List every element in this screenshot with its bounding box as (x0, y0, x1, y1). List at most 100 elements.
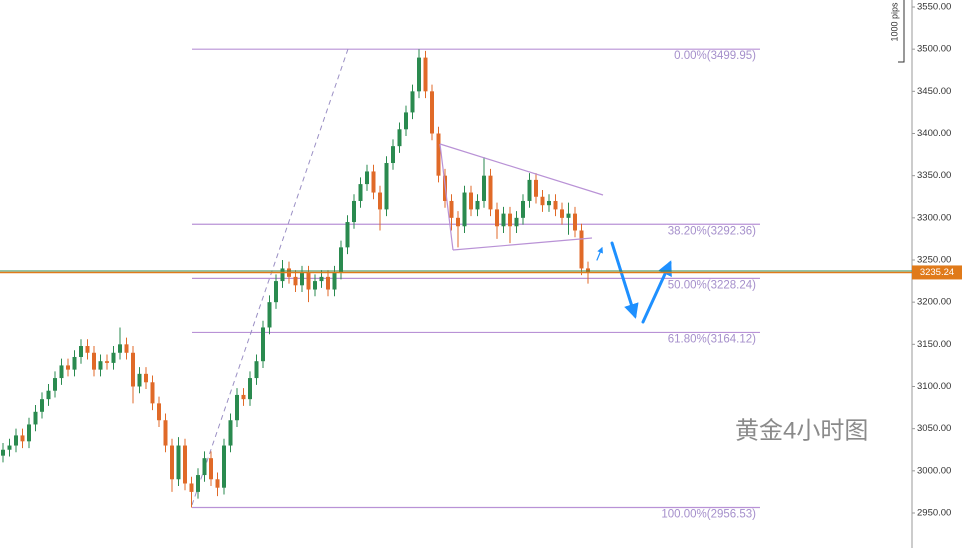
candle-body (189, 483, 194, 492)
candle-body (215, 479, 220, 488)
candle-body (241, 394, 246, 400)
candle-body (579, 230, 584, 269)
candle-body (306, 272, 311, 290)
candle-body (111, 352, 116, 363)
candle-body (79, 346, 83, 357)
candle-body (98, 361, 103, 370)
candle-body (501, 213, 506, 227)
candle-body (339, 247, 343, 273)
y-tick-label: 3050.00 (917, 423, 951, 434)
candle-body (391, 146, 395, 164)
candle-body (553, 200, 558, 210)
candle-body (352, 200, 356, 223)
candle-body (371, 171, 376, 193)
y-tick-label: 3300.00 (917, 212, 951, 223)
candle-body (495, 209, 499, 227)
candle-body (209, 458, 213, 480)
candle-body (534, 179, 538, 197)
candle-body (326, 276, 330, 290)
candle-body (33, 411, 38, 425)
candle-body (514, 217, 519, 227)
candle-body (573, 213, 577, 231)
candle-body (170, 445, 174, 480)
candle-body (319, 276, 324, 282)
annotation: 黄金4小时图 (735, 417, 868, 444)
candle-body (488, 175, 493, 210)
y-tick-label: 3150.00 (917, 339, 951, 350)
candle-body (254, 361, 259, 379)
candle-body (137, 373, 142, 387)
y-tick-label: 3550.00 (917, 2, 951, 13)
y-tick-label: 3450.00 (917, 86, 951, 97)
candle-body (40, 399, 44, 412)
fib-label: 61.80%(3164.12) (668, 333, 756, 345)
scale-bracket (898, 0, 905, 63)
candle-body (547, 200, 551, 206)
last-price-box (912, 265, 962, 280)
candle-body (53, 378, 57, 391)
candle-body (157, 403, 161, 421)
candle-body (462, 192, 467, 227)
candle-body (235, 394, 239, 421)
candle-body (228, 420, 233, 446)
forecast-arrows (596, 241, 672, 324)
candle-body (92, 352, 96, 370)
candle-body (20, 435, 25, 442)
candle-body (332, 272, 337, 290)
candle-body (1, 449, 5, 456)
fib-label: 100.00%(2956.53) (661, 509, 756, 521)
candle-body (449, 200, 454, 218)
candle-body (144, 373, 148, 383)
candle-body (423, 57, 428, 92)
scale-label: 1000 pips (889, 2, 899, 42)
candle-body (482, 175, 486, 201)
candle-body (14, 435, 18, 446)
candle-body (183, 445, 187, 484)
candle-body (469, 192, 473, 210)
y-tick-label: 3000.00 (917, 465, 951, 476)
candle-body (118, 344, 122, 353)
y-tick-label: 3400.00 (917, 128, 951, 139)
candle-body (508, 213, 512, 227)
candle-body (384, 163, 389, 210)
candle-body (293, 276, 298, 286)
candle-body (176, 445, 181, 480)
candle-body (566, 213, 571, 218)
candle-body (397, 129, 402, 147)
candle-body (280, 268, 285, 282)
candle-body (378, 192, 382, 210)
candle-body (313, 281, 317, 290)
candle-body (365, 171, 369, 185)
candle-body (202, 458, 207, 476)
candle-body (163, 420, 168, 446)
candle-body (586, 268, 590, 273)
candle-body (300, 272, 304, 286)
candle-body (196, 475, 200, 492)
candle-body (436, 133, 441, 176)
candle-body (267, 302, 272, 328)
candle-body (46, 390, 51, 400)
candle-body (66, 365, 70, 370)
candle-body (358, 184, 363, 201)
candle-body (345, 222, 350, 248)
candle-body (248, 378, 252, 400)
candle-body (105, 361, 109, 363)
candle-body (274, 281, 278, 303)
candle-body (430, 91, 434, 134)
candle-body (261, 327, 265, 362)
last-price-label: 3235.24 (920, 267, 954, 278)
candle-body (131, 352, 135, 387)
y-tick-label: 3350.00 (917, 170, 951, 181)
y-tick-label: 3100.00 (917, 381, 951, 392)
candle-body (404, 112, 408, 130)
candle-body (27, 424, 31, 442)
y-tick-label: 2950.00 (917, 508, 951, 519)
candle-body (124, 344, 129, 353)
candle-body (85, 346, 90, 353)
y-tick-label: 3500.00 (917, 44, 951, 55)
candle-body (417, 57, 421, 92)
candle-body (410, 91, 415, 113)
fib-label: 38.20%(3292.36) (668, 225, 756, 237)
fib-label: 50.00%(3228.24) (668, 279, 756, 291)
